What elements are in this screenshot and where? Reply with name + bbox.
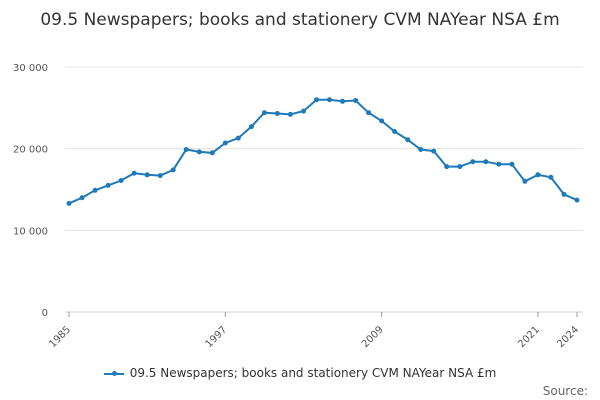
data-point[interactable]	[522, 178, 528, 184]
legend-label: 09.5 Newspapers; books and stationery CV…	[129, 366, 497, 380]
data-point[interactable]	[392, 129, 398, 134]
data-point[interactable]	[118, 178, 124, 183]
source-label: Source:	[542, 384, 588, 398]
data-point[interactable]	[418, 147, 424, 152]
data-point[interactable]	[431, 148, 437, 154]
data-point[interactable]	[105, 182, 111, 188]
data-point[interactable]	[183, 147, 189, 152]
data-point[interactable]	[144, 172, 150, 178]
series-line	[68, 98, 578, 205]
data-point[interactable]	[248, 124, 254, 130]
data-point[interactable]	[561, 191, 567, 197]
data-point[interactable]	[170, 167, 176, 173]
data-points	[66, 97, 580, 206]
y-tick-label: 0	[42, 308, 48, 319]
data-point[interactable]	[209, 150, 215, 156]
y-tick-label: 20 000	[13, 145, 48, 156]
x-tick-label: 2021	[516, 324, 542, 350]
x-tick-label: 1985	[47, 324, 73, 350]
data-point[interactable]	[157, 173, 163, 179]
x-tick-label: 2009	[360, 324, 386, 350]
data-point[interactable]	[340, 98, 345, 104]
legend[interactable]: 09.5 Newspapers; books and stationery CV…	[0, 366, 600, 380]
data-point[interactable]	[327, 97, 332, 103]
data-point[interactable]	[457, 164, 463, 170]
data-point[interactable]	[261, 110, 267, 116]
x-axis: 1985 1997 2009 2021 2024	[47, 311, 583, 350]
legend-swatch	[103, 370, 124, 376]
data-point[interactable]	[353, 98, 359, 103]
data-point[interactable]	[222, 140, 228, 146]
x-tick-label: 1997	[204, 324, 230, 350]
data-point[interactable]	[548, 174, 554, 180]
data-point[interactable]	[366, 110, 372, 116]
data-point[interactable]	[235, 135, 241, 141]
data-point[interactable]	[314, 97, 319, 103]
y-tick-label: 30 000	[13, 63, 48, 74]
data-point[interactable]	[470, 159, 476, 165]
data-point[interactable]	[287, 111, 293, 117]
data-point[interactable]	[509, 161, 515, 167]
data-point[interactable]	[379, 118, 385, 124]
data-point[interactable]	[301, 108, 306, 114]
chart-title: 09.5 Newspapers; books and stationery CV…	[40, 10, 560, 30]
data-point[interactable]	[66, 200, 72, 206]
data-point[interactable]	[274, 111, 280, 116]
data-point[interactable]	[196, 149, 202, 155]
data-point[interactable]	[131, 170, 137, 176]
y-tick-label: 10 000	[13, 226, 48, 237]
data-point[interactable]	[405, 137, 411, 143]
data-point[interactable]	[496, 161, 502, 167]
data-point[interactable]	[444, 164, 450, 170]
data-point[interactable]	[535, 172, 541, 178]
data-point[interactable]	[79, 195, 85, 201]
data-point[interactable]	[92, 187, 98, 193]
data-point[interactable]	[574, 197, 580, 203]
data-point[interactable]	[483, 159, 489, 165]
x-tick-label: 2024	[555, 324, 581, 350]
y-axis: 0 10 000 20 000 30 000	[13, 63, 48, 319]
grid-lines	[65, 66, 583, 313]
